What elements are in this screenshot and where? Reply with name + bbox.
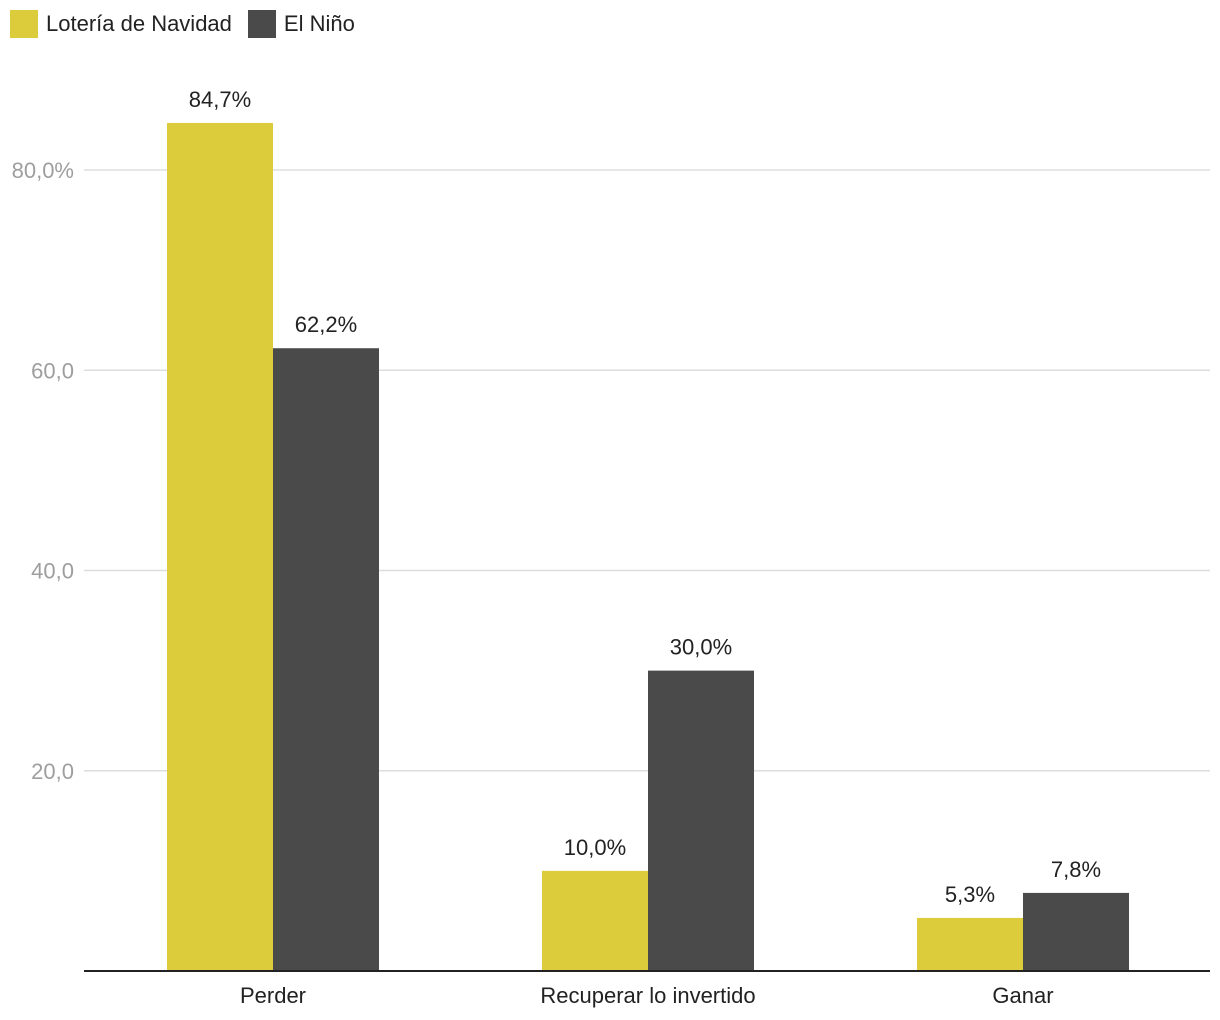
bar bbox=[167, 122, 273, 971]
bar bbox=[273, 348, 379, 971]
legend-label-loteria: Lotería de Navidad bbox=[46, 11, 232, 36]
legend-item-loteria: Lotería de Navidad bbox=[10, 10, 232, 38]
bar bbox=[542, 870, 648, 971]
y-tick-label: 60,0 bbox=[31, 358, 74, 383]
bar bbox=[648, 670, 754, 971]
bar bbox=[917, 917, 1023, 971]
y-tick-label: 20,0 bbox=[31, 759, 74, 784]
data-label: 84,7% bbox=[189, 87, 251, 112]
x-tick-label: Perder bbox=[240, 983, 306, 1008]
x-tick-label: Ganar bbox=[992, 983, 1053, 1008]
data-label: 30,0% bbox=[670, 635, 732, 660]
y-tick-label: 40,0 bbox=[31, 559, 74, 584]
data-label: 5,3% bbox=[945, 882, 995, 907]
data-label: 62,2% bbox=[295, 312, 357, 337]
bar bbox=[1023, 892, 1129, 971]
legend-swatch-loteria bbox=[10, 10, 38, 38]
legend-swatch-el-nino bbox=[247, 10, 276, 38]
legend: Lotería de Navidad El Niño bbox=[10, 10, 371, 38]
y-tick-label: 80,0% bbox=[12, 158, 74, 183]
legend-item-el-nino: El Niño bbox=[247, 10, 355, 38]
data-label: 7,8% bbox=[1051, 857, 1101, 882]
legend-label-el-nino: El Niño bbox=[283, 11, 355, 36]
x-tick-label: Recuperar lo invertido bbox=[540, 983, 755, 1008]
data-label: 10,0% bbox=[564, 835, 626, 860]
